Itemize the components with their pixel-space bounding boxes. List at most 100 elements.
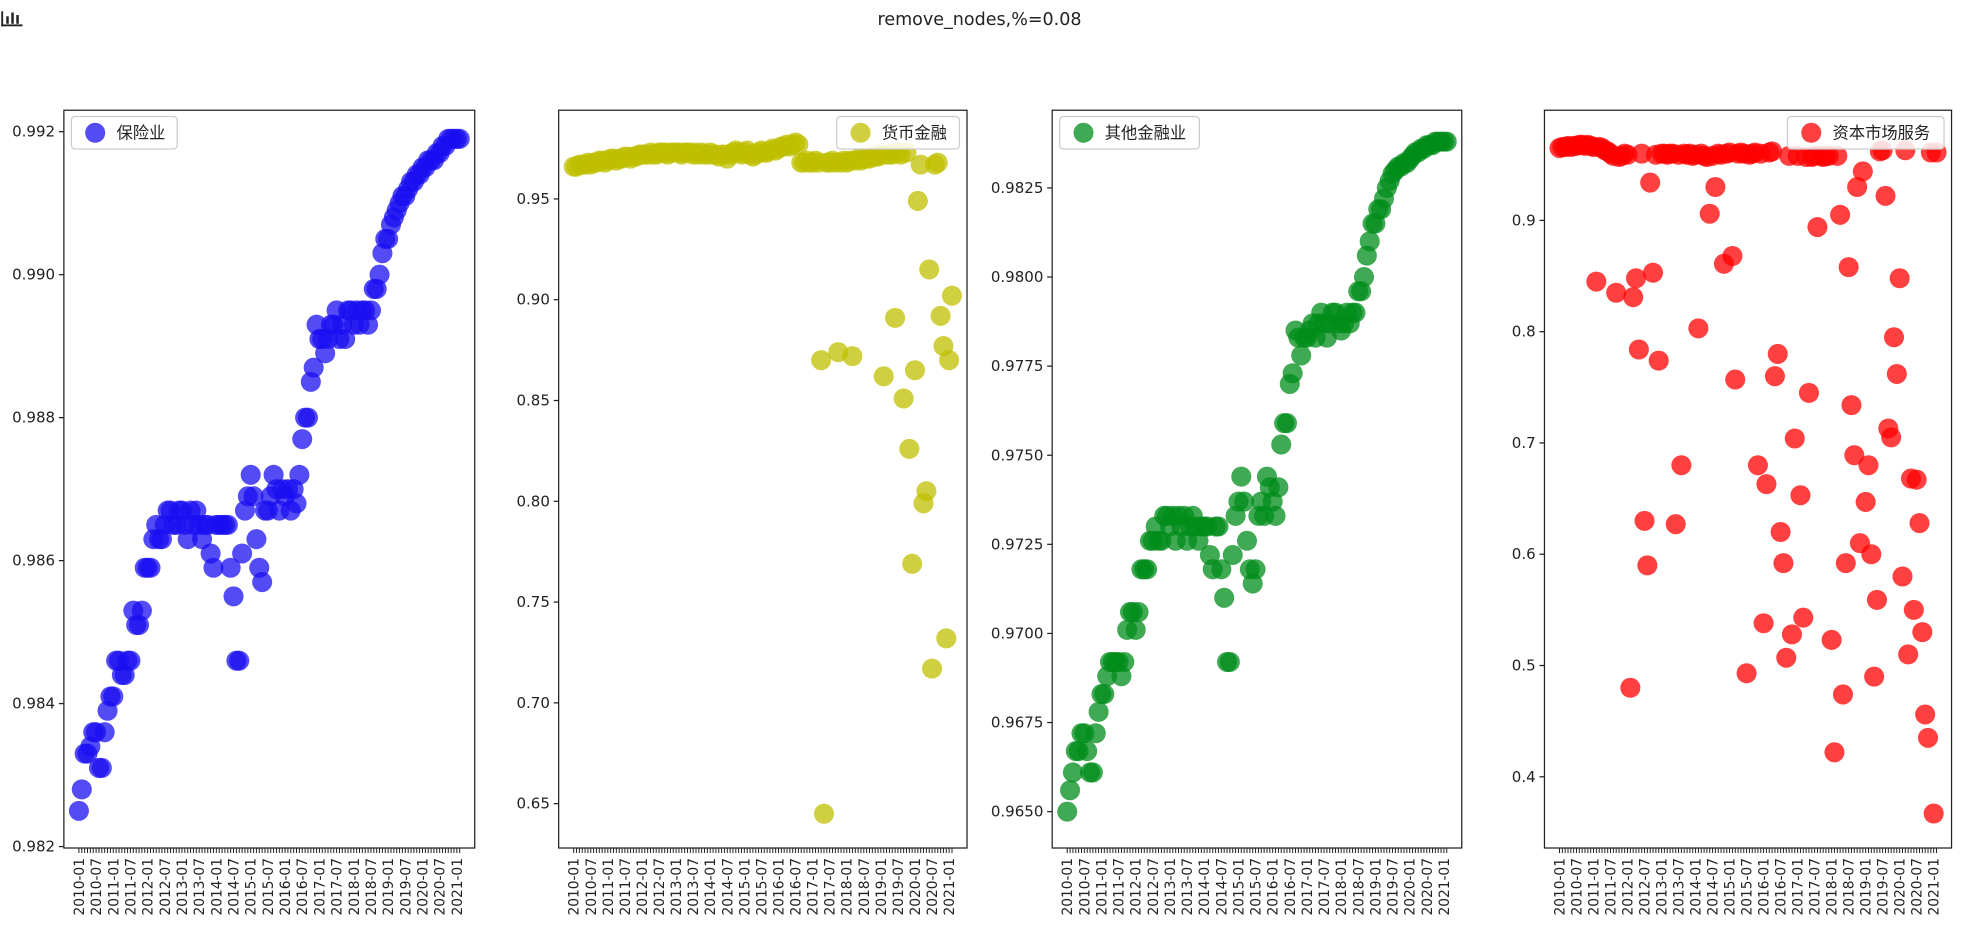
x-tick-label: 2014-07 xyxy=(227,858,243,916)
x-tick-label: 2016-01 xyxy=(278,858,294,916)
x-tick-label: 2012-01 xyxy=(141,858,157,916)
y-tick-label: 0.9800 xyxy=(991,268,1044,286)
x-tick-label: 2016-07 xyxy=(1283,858,1299,916)
x-tick-label: 2013-07 xyxy=(686,858,702,916)
point xyxy=(842,346,863,367)
x-tick-label: 2018-07 xyxy=(1842,858,1858,916)
point xyxy=(1082,762,1103,783)
point xyxy=(1824,742,1845,763)
x-tick-label: 2012-07 xyxy=(1638,858,1654,916)
y-tick-label: 0.7 xyxy=(1512,434,1536,452)
x-tick-label: 2013-01 xyxy=(1163,858,1179,916)
legend-label: 保险业 xyxy=(116,123,165,142)
point xyxy=(94,722,115,743)
x-tick-label: 2012-01 xyxy=(635,858,651,916)
x-tick-label: 2013-01 xyxy=(1655,858,1671,916)
y-tick-label: 0.9675 xyxy=(991,714,1044,732)
point xyxy=(927,152,948,173)
y-tick-label: 0.70 xyxy=(516,694,549,712)
point xyxy=(1793,607,1814,628)
x-tick-label: 2010-01 xyxy=(567,858,583,916)
y-tick-label: 0.75 xyxy=(516,593,549,611)
y-tick-label: 0.9 xyxy=(1512,211,1536,229)
point xyxy=(1917,727,1939,748)
x-tick-label: 2017-01 xyxy=(1300,858,1316,916)
point xyxy=(1359,231,1380,252)
y-tick-label: 0.988 xyxy=(12,409,55,427)
x-tick-label: 2018-07 xyxy=(857,858,873,916)
point xyxy=(1276,413,1297,434)
x-tick-label: 2012-01 xyxy=(1129,858,1145,916)
legend-marker xyxy=(850,122,871,143)
legend-label: 资本市场服务 xyxy=(1833,123,1931,142)
x-tick-label: 2017-01 xyxy=(312,858,328,916)
point xyxy=(1767,343,1788,364)
y-tick-label: 0.85 xyxy=(516,392,549,410)
point xyxy=(1923,803,1944,824)
point xyxy=(873,366,894,387)
x-tick-label: 2017-07 xyxy=(1317,858,1333,916)
y-tick-label: 0.9700 xyxy=(991,624,1044,642)
y-tick-label: 0.982 xyxy=(12,838,55,856)
x-tick-label: 2016-01 xyxy=(771,858,787,916)
x-tick-label: 2010-07 xyxy=(89,858,105,916)
x-tick-label: 2016-07 xyxy=(1774,858,1790,916)
point xyxy=(120,650,141,671)
point xyxy=(1699,203,1720,224)
point xyxy=(1211,559,1232,580)
x-tick-label: 2014-01 xyxy=(1197,858,1213,916)
point xyxy=(1057,801,1078,822)
x-tick-label: 2021-01 xyxy=(450,858,466,916)
point xyxy=(1764,366,1785,387)
x-tick-label: 2015-07 xyxy=(1740,858,1756,916)
x-tick-label: 2017-01 xyxy=(806,858,822,916)
point xyxy=(1705,176,1726,198)
toolbar-icon xyxy=(1,11,23,27)
x-tick-label: 2015-01 xyxy=(244,858,260,916)
point xyxy=(1634,510,1655,531)
point xyxy=(1830,204,1851,225)
y-tick-label: 0.5 xyxy=(1512,657,1536,675)
point xyxy=(1798,382,1819,403)
point xyxy=(1725,369,1746,390)
axes-frame xyxy=(1051,109,1463,849)
point xyxy=(1265,505,1286,526)
point xyxy=(1236,530,1258,551)
point xyxy=(1892,566,1913,587)
y-tick-label: 0.9650 xyxy=(991,803,1044,821)
x-tick-label: 2019-07 xyxy=(398,858,414,916)
y-tick-label: 0.986 xyxy=(12,552,55,570)
x-tick-label: 2020-01 xyxy=(908,858,924,916)
y-tick-label: 0.9825 xyxy=(991,179,1044,197)
point xyxy=(1903,599,1924,620)
point xyxy=(1208,516,1229,537)
point xyxy=(1234,491,1255,512)
y-tick-label: 0.4 xyxy=(1512,768,1536,786)
point xyxy=(1915,704,1936,725)
point xyxy=(1773,553,1794,574)
subplot: 0.65 0.70 0.75 0.80 0.85 0.90 0.95 2010-01 2010-… xyxy=(516,109,968,916)
point xyxy=(1094,684,1115,705)
point xyxy=(1886,363,1907,384)
x-tick-label: 2020-07 xyxy=(433,858,449,916)
x-tick-label: 2018-01 xyxy=(347,858,363,916)
x-tick-label: 2019-01 xyxy=(1859,858,1875,916)
legend-label: 货币金融 xyxy=(882,123,947,142)
x-tick-label: 2013-01 xyxy=(175,858,191,916)
point xyxy=(813,803,835,824)
x-tick-label: 2010-07 xyxy=(584,858,600,916)
figure-canvas: remove_nodes,%=0.08 0.982 0.984 0.986 0.988… xyxy=(1,10,1953,916)
y-tick-label: 0.992 xyxy=(12,123,55,141)
point xyxy=(811,350,832,371)
x-tick-label: 2018-07 xyxy=(1351,858,1367,916)
point xyxy=(1077,741,1098,762)
point xyxy=(217,514,238,535)
point xyxy=(1282,363,1303,384)
point xyxy=(1623,287,1644,308)
point xyxy=(1889,268,1910,289)
x-tick-label: 2019-07 xyxy=(891,858,907,916)
point xyxy=(899,438,920,459)
point xyxy=(922,658,943,679)
point xyxy=(1753,613,1774,634)
